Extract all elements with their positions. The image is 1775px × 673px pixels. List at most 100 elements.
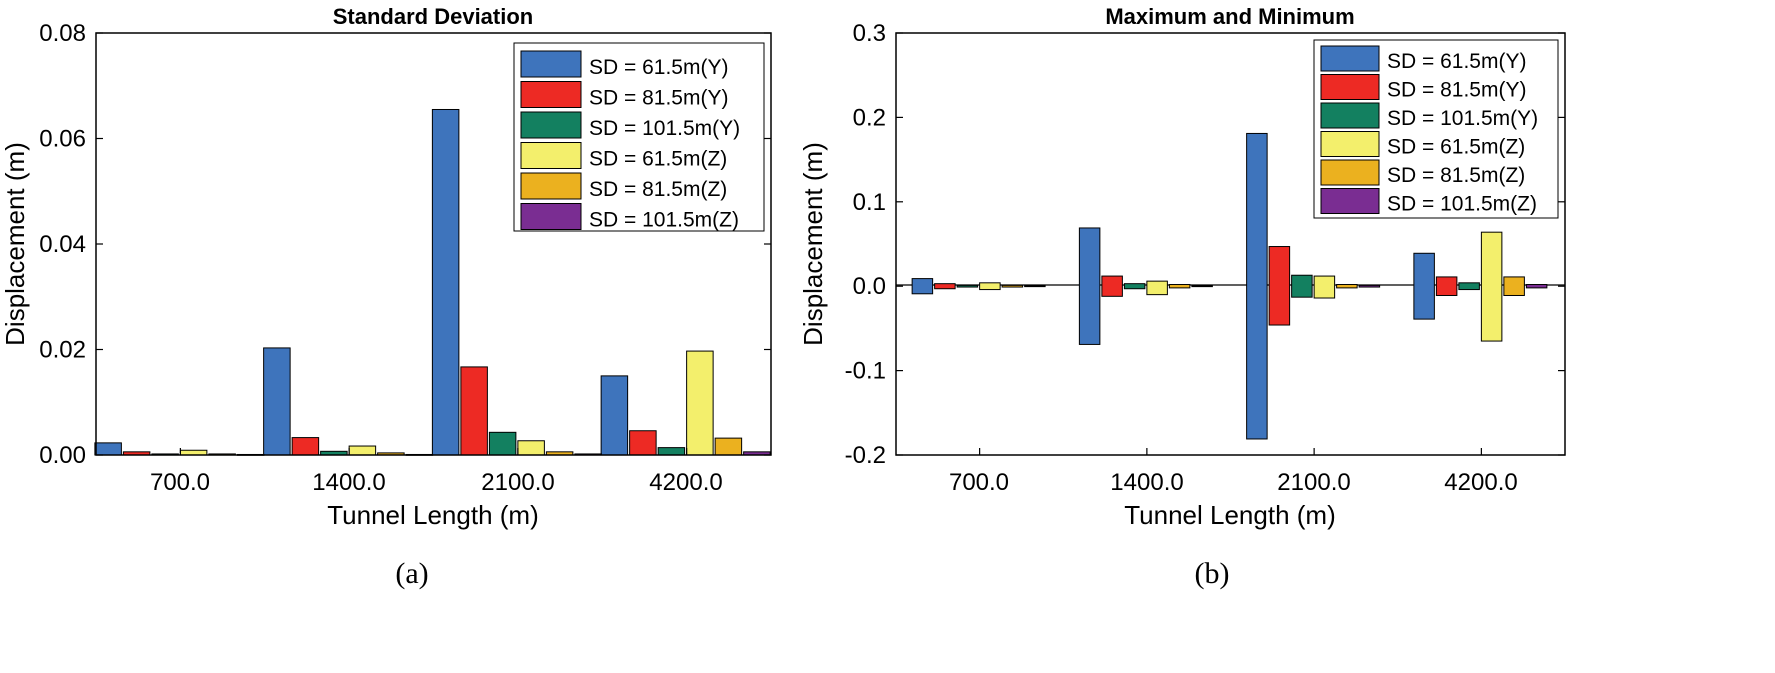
panel-a-caption: (a) <box>395 557 428 590</box>
panel-a: 0.000.020.040.060.08 Standard Deviation … <box>0 4 772 590</box>
panel-b-bar-4-1 <box>979 282 1001 291</box>
panel-b-legend: SD = 61.5m(Y) SD = 81.5m(Y) SD = 101.5m(Y)… <box>1313 39 1559 219</box>
panel-a-y-tick-label: 0.04 <box>39 231 86 258</box>
panel-b-legend-label-5: SD = 81.5m(Z) <box>1387 164 1525 187</box>
panel-b-bar-3-3 <box>1291 274 1313 298</box>
panel-b-bar-2-2 <box>1101 275 1123 297</box>
panel-b-y-tick-label: 0.1 <box>853 189 886 216</box>
panel-b-bar-5-4 <box>1503 276 1525 296</box>
panel-a-axes-box <box>95 32 772 456</box>
panel-b-bar-2-4 <box>1435 276 1458 296</box>
panel-a-y-ticks: 0.00 0.02 0.04 0.06 0.08 <box>39 20 771 469</box>
panel-b-bar-1-2 <box>1078 227 1101 345</box>
panel-a-legend-label-3: SD = 101.5m(Y) <box>589 117 740 140</box>
panel-a-bar-3-4 <box>657 447 686 456</box>
panel-b-legend-swatch-1 <box>1320 45 1380 72</box>
panel-b-x-tick-label: 2100.0 <box>1277 469 1350 496</box>
panel-b-legend-swatch-2 <box>1320 74 1380 100</box>
panel-b-title: Maximum and Minimum <box>1105 4 1354 29</box>
panel-a-x-axis-label: Tunnel Length (m) <box>327 500 538 530</box>
panel-b-y-axis-label: Displacement (m) <box>798 142 828 346</box>
panel-a-legend-swatch-5 <box>520 172 582 200</box>
panel-b-bar-6-2 <box>1191 285 1213 288</box>
panel-b-y-tick-label: -0.1 <box>845 358 886 385</box>
panel-a-y-tick-label: 0.02 <box>39 337 86 364</box>
panel-b-bar-6-4 <box>1525 284 1548 289</box>
panel-b-legend-swatch-3 <box>1320 102 1380 129</box>
panel-a-bar-5-4 <box>714 437 743 456</box>
panel-b-bar-4-4 <box>1480 231 1503 342</box>
panel-b-x-tick-label: 1400.0 <box>1110 469 1183 496</box>
panel-a-legend-label-2: SD = 81.5m(Y) <box>589 87 728 110</box>
panel-b-caption: (b) <box>1195 557 1230 590</box>
panel-b-bar-5-2 <box>1168 284 1191 289</box>
panel-a-legend-swatch-6 <box>520 203 582 230</box>
panel-b-y-tick-label: 0.0 <box>853 273 886 300</box>
panel-b-bar-1-4 <box>1413 252 1435 320</box>
panel-b-bar-3-1 <box>956 284 979 288</box>
panel-b-legend-label-2: SD = 81.5m(Y) <box>1387 79 1526 102</box>
panel-a-bar-1-1 <box>94 442 122 456</box>
panel-a-bar-4-3 <box>517 440 545 456</box>
panel-b-bar-1-1 <box>911 278 934 295</box>
panel-a-x-tick-label: 700.0 <box>150 469 210 496</box>
panel-a-x-tick-label: 2100.0 <box>481 469 554 496</box>
panel-a-y-tick-label: 0.08 <box>39 20 86 47</box>
panel-a-y-axis-label: Displacement (m) <box>0 142 30 346</box>
panel-b-bar-3-2 <box>1123 283 1146 290</box>
panel-b-x-tick-label: 700.0 <box>949 469 1009 496</box>
panel-a-x-tick-label: 4200.0 <box>649 469 722 496</box>
panel-a-legend-label-5: SD = 81.5m(Z) <box>589 178 727 201</box>
panel-a-y-tick-label: 0.06 <box>39 126 86 153</box>
panel-a-bar-1-2 <box>263 347 291 456</box>
panel-a-bars <box>94 108 771 456</box>
panel-b-bar-6-1 <box>1024 285 1046 288</box>
panel-a-bar-3-3 <box>488 431 517 456</box>
panel-b-bar-5-3 <box>1336 284 1358 289</box>
panel-b-legend-label-4: SD = 61.5m(Z) <box>1387 136 1525 159</box>
panel-b-legend-label-3: SD = 101.5m(Y) <box>1387 107 1538 130</box>
panel-b-axes-box <box>895 32 1566 456</box>
panel-b-x-axis-label: Tunnel Length (m) <box>1124 500 1335 530</box>
panel-a-legend: SD = 61.5m(Y) SD = 81.5m(Y) SD = 101.5m(Y)… <box>513 42 765 232</box>
panel-a-bar-1-4 <box>600 375 629 456</box>
panel-a-bar-2-3 <box>460 366 488 456</box>
panel-a-bar-2-4 <box>629 430 657 456</box>
panel-b-bar-2-1 <box>934 283 956 290</box>
panel-b-legend-swatch-4 <box>1320 131 1380 157</box>
panel-a-bar-2-2 <box>291 437 320 456</box>
panel-b-bar-4-3 <box>1313 275 1336 299</box>
panel-a-title: Standard Deviation <box>333 4 533 29</box>
panel-b: -0.2 -0.1 0.0 0.1 0.2 0.3 Maximum and Minimum… <box>798 4 1566 590</box>
panel-b-bar-4-2 <box>1146 280 1168 296</box>
panel-b-bar-3-4 <box>1458 282 1480 291</box>
panel-b-legend-swatch-6 <box>1320 188 1380 214</box>
panel-b-y-ticks: -0.2 -0.1 0.0 0.1 0.2 0.3 <box>845 20 1565 469</box>
panel-a-legend-swatch-4 <box>520 142 582 169</box>
panel-b-bars <box>911 132 1548 440</box>
panel-b-y-tick-label: 0.3 <box>853 20 886 47</box>
panel-a-y-tick-label: 0.00 <box>39 442 86 469</box>
panel-a-legend-items: SD = 61.5m(Y) SD = 81.5m(Y) SD = 101.5m(Y)… <box>520 50 740 232</box>
panel-a-bar-1-3 <box>431 108 460 456</box>
panel-b-legend-swatch-5 <box>1320 159 1380 186</box>
panel-a-x-tick-label: 1400.0 <box>312 469 385 496</box>
panel-b-x-tick-label: 4200.0 <box>1444 469 1517 496</box>
panel-b-y-tick-label: 0.2 <box>853 104 886 131</box>
panel-b-legend-items: SD = 61.5m(Y) SD = 81.5m(Y) SD = 101.5m(Y)… <box>1320 45 1538 216</box>
panel-a-legend-label-4: SD = 61.5m(Z) <box>589 148 727 171</box>
panel-a-bar-4-4 <box>686 350 714 456</box>
panel-b-legend-label-6: SD = 101.5m(Z) <box>1387 193 1537 216</box>
panel-a-legend-swatch-1 <box>520 50 582 78</box>
panel-a-legend-swatch-3 <box>520 111 582 139</box>
panel-b-y-tick-label: -0.2 <box>845 442 886 469</box>
panel-b-bar-1-3 <box>1246 132 1268 440</box>
panel-a-bar-4-2 <box>348 445 377 456</box>
panel-a-legend-label-1: SD = 61.5m(Y) <box>589 56 728 79</box>
panel-b-legend-label-1: SD = 61.5m(Y) <box>1387 50 1526 73</box>
panel-b-bar-2-3 <box>1268 246 1291 326</box>
panel-b-bar-6-3 <box>1358 284 1381 288</box>
panel-b-bar-5-1 <box>1001 284 1024 288</box>
